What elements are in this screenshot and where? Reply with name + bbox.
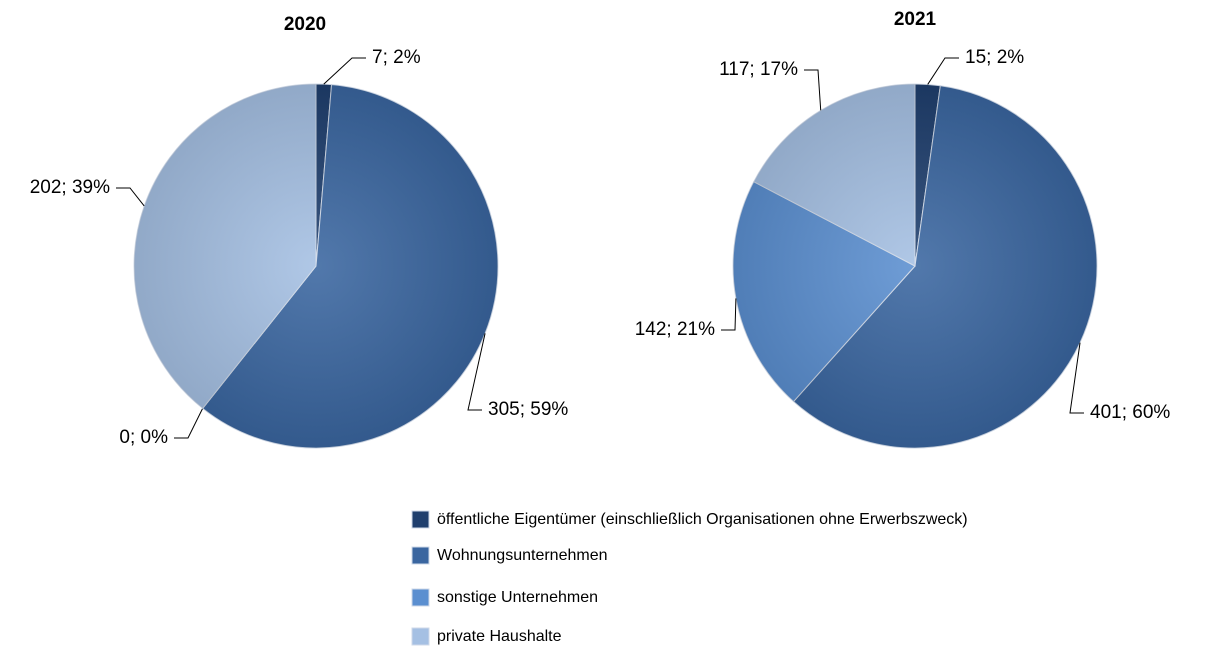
leader-line [116, 187, 145, 207]
leader-line [323, 57, 366, 85]
leader-line [721, 298, 737, 331]
legend-label: Wohnungsunternehmen [437, 547, 608, 564]
data-label: 202; 39% [30, 177, 110, 198]
data-label: 401; 60% [1090, 402, 1170, 423]
data-label: 305; 59% [488, 399, 568, 420]
legend-label: private Haushalte [437, 628, 562, 645]
data-label: 7; 2% [372, 47, 421, 68]
legend-swatch [411, 588, 430, 607]
legend-swatch [411, 627, 430, 646]
data-label: 15; 2% [965, 47, 1024, 68]
data-label: 0; 0% [119, 427, 168, 448]
legend-label: öffentliche Eigentümer (einschließlich O… [437, 511, 968, 528]
leader-line [804, 69, 822, 111]
legend-label: sonstige Unternehmen [437, 589, 598, 606]
chart-title: 2021 [894, 9, 937, 30]
leader-line [174, 408, 204, 439]
legend-swatch [411, 546, 430, 565]
data-label: 142; 21% [635, 319, 715, 340]
legend-swatch [411, 510, 430, 529]
chart-title: 2020 [284, 14, 326, 35]
data-label: 117; 17% [719, 59, 798, 80]
leader-line [927, 57, 959, 85]
